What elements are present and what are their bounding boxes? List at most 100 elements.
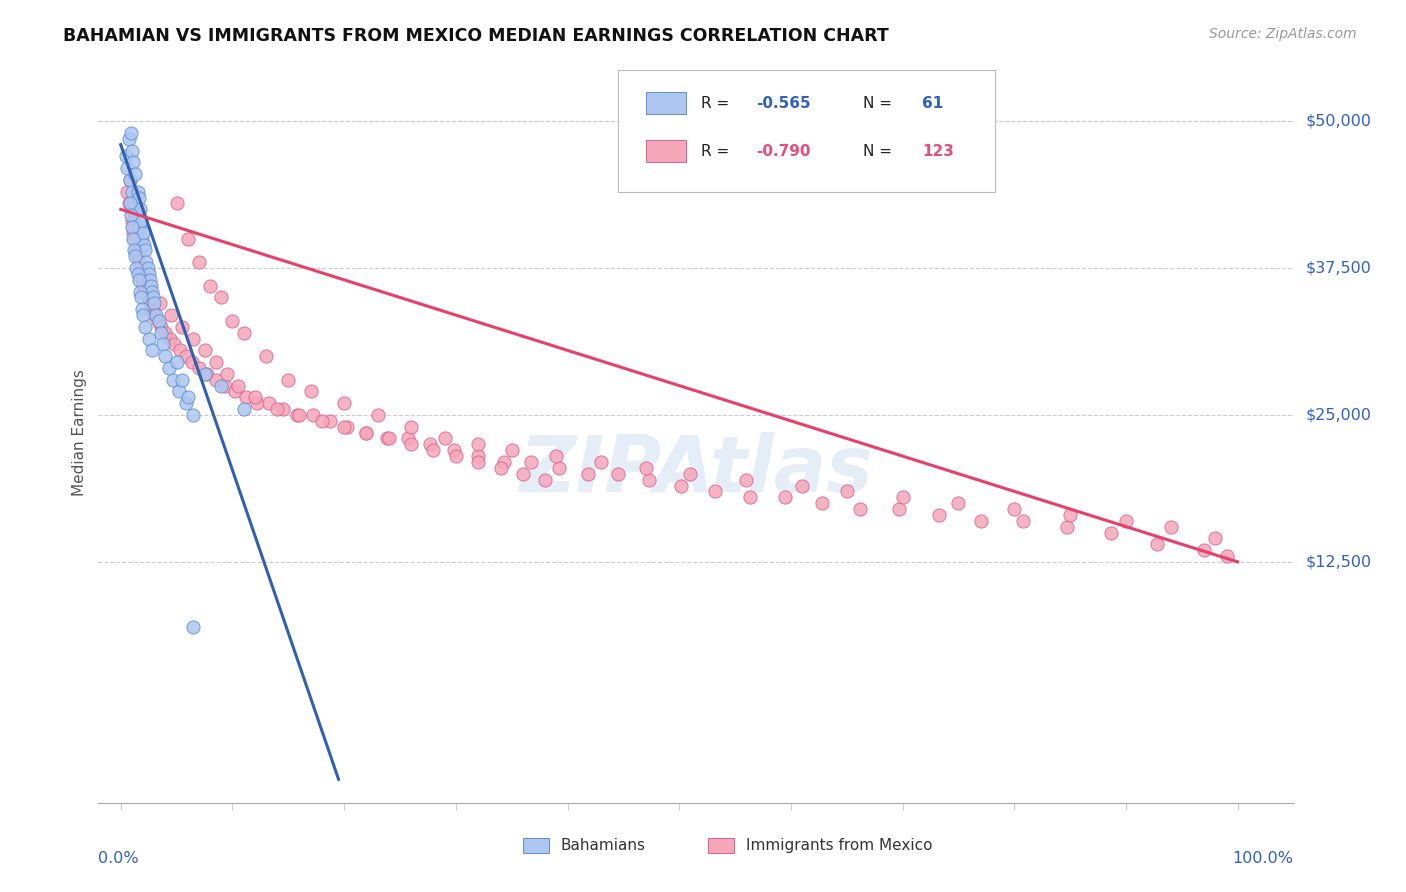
Point: [1056, 519, 1078, 533]
Point: [138, 332, 160, 346]
Point: [271, 402, 294, 417]
Point: [501, 443, 523, 458]
Text: 123: 123: [922, 144, 953, 159]
Point: [127, 249, 149, 263]
Point: [167, 384, 190, 399]
Point: [134, 244, 156, 258]
Point: [141, 285, 163, 299]
Point: [159, 332, 181, 346]
Point: [492, 455, 515, 469]
Point: [162, 373, 184, 387]
Point: [259, 396, 281, 410]
Point: [129, 214, 152, 228]
Point: [120, 202, 142, 217]
Text: BAHAMIAN VS IMMIGRANTS FROM MEXICO MEDIAN EARNINGS CORRELATION CHART: BAHAMIAN VS IMMIGRANTS FROM MEXICO MEDIA…: [63, 27, 889, 45]
Point: [141, 343, 163, 358]
Point: [671, 478, 693, 492]
Point: [131, 302, 153, 317]
Point: [970, 514, 993, 528]
Point: [356, 425, 378, 440]
FancyBboxPatch shape: [619, 70, 995, 192]
Point: [226, 378, 249, 392]
Point: [135, 255, 157, 269]
Point: [948, 496, 970, 510]
Point: [132, 308, 155, 322]
Point: [128, 191, 150, 205]
Point: [396, 432, 419, 446]
Point: [1192, 543, 1215, 558]
Point: [534, 473, 557, 487]
Point: [118, 173, 141, 187]
Point: [849, 502, 872, 516]
Point: [117, 196, 139, 211]
Point: [128, 273, 150, 287]
Point: [157, 361, 180, 376]
Point: [606, 467, 628, 481]
Point: [704, 484, 727, 499]
Point: [115, 149, 138, 163]
Point: [148, 314, 170, 328]
Point: [166, 355, 188, 369]
Point: [224, 384, 246, 399]
Point: [181, 355, 204, 369]
Point: [143, 296, 166, 310]
Point: [889, 502, 911, 516]
Point: [232, 326, 254, 340]
Bar: [645, 92, 686, 114]
Point: [139, 296, 162, 310]
Point: [128, 202, 150, 217]
Point: [166, 196, 188, 211]
Point: [243, 390, 266, 404]
Point: [738, 490, 761, 504]
Point: [356, 425, 378, 440]
Point: [128, 255, 150, 269]
Point: [336, 419, 359, 434]
Point: [209, 290, 232, 304]
Point: [235, 390, 257, 404]
Point: [422, 443, 444, 458]
Point: [519, 455, 541, 469]
Point: [277, 373, 299, 387]
Point: [232, 402, 254, 417]
Text: -0.790: -0.790: [756, 144, 810, 159]
Point: [122, 155, 145, 169]
Point: [187, 255, 209, 269]
Point: [136, 261, 159, 276]
Point: [419, 437, 441, 451]
Point: [183, 619, 205, 633]
Point: [214, 378, 236, 392]
Text: R =: R =: [700, 144, 734, 159]
Text: 0.0%: 0.0%: [98, 851, 139, 866]
Point: [134, 237, 156, 252]
Point: [1012, 514, 1035, 528]
Text: $50,000: $50,000: [1306, 113, 1371, 128]
Point: [122, 219, 145, 234]
Point: [139, 273, 162, 287]
Text: R =: R =: [700, 95, 734, 111]
Point: [285, 408, 308, 422]
Point: [204, 373, 226, 387]
Point: [146, 314, 169, 328]
Point: [1215, 549, 1237, 563]
Point: [131, 273, 153, 287]
Point: [193, 367, 215, 381]
Point: [118, 173, 141, 187]
Point: [589, 455, 612, 469]
Point: [1204, 532, 1226, 546]
Point: [128, 261, 150, 276]
Point: [467, 449, 489, 463]
Point: [125, 244, 148, 258]
Point: [444, 449, 467, 463]
Bar: [645, 140, 686, 162]
Point: [375, 432, 398, 446]
Point: [177, 232, 200, 246]
Point: [467, 437, 489, 451]
Point: [132, 278, 155, 293]
Point: [266, 402, 288, 417]
Point: [546, 449, 568, 463]
Point: [160, 308, 183, 322]
Point: [155, 326, 177, 340]
Point: [204, 355, 226, 369]
Point: [145, 308, 167, 322]
Text: N =: N =: [863, 144, 897, 159]
